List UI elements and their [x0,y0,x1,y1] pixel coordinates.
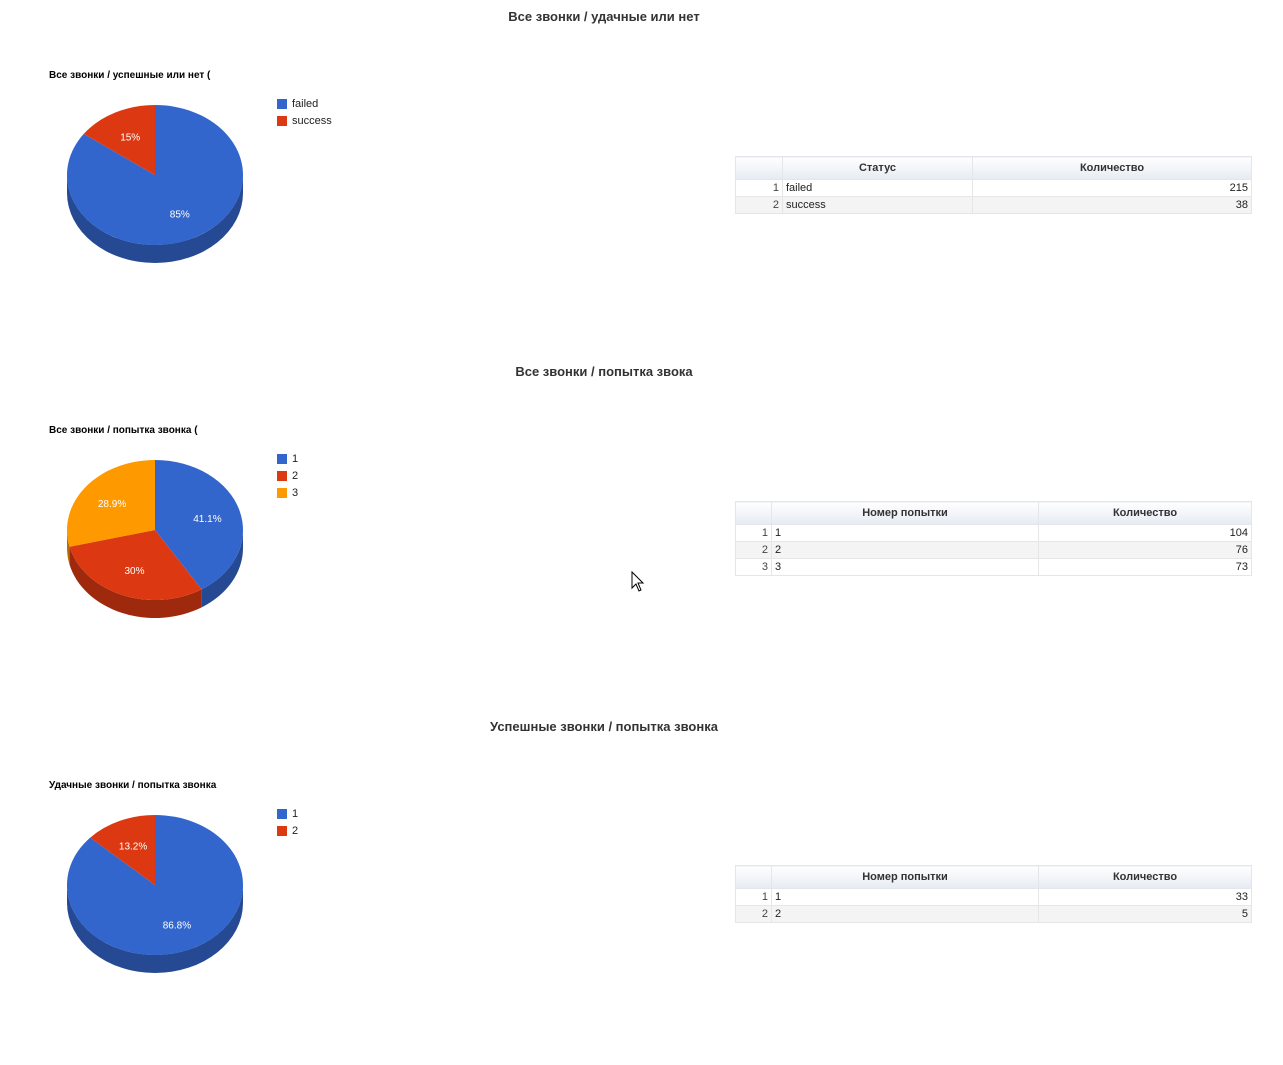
pie-slice-side [67,175,243,263]
pie-slice-label: 41.1% [193,514,221,525]
header-status[interactable]: Статус [782,156,973,180]
chart-title: Удачные звонки / попытка звонка [49,780,217,791]
table-row[interactable]: 2 success 38 [735,196,1252,214]
table-row[interactable]: 2 2 76 [735,541,1252,559]
pie-slice-side [201,530,243,608]
section-title: Все звонки / удачные или нет [508,9,700,24]
row-value: 73 [1038,558,1252,576]
legend-label: failed [292,98,319,110]
legend-swatch [277,116,287,126]
header-index [735,865,772,889]
row-value: 104 [1038,524,1252,542]
table-row[interactable]: 1 1 104 [735,524,1252,542]
row-label: 1 [771,888,1039,906]
row-index: 2 [735,196,783,214]
pie-slice[interactable] [155,460,244,590]
row-label: 2 [771,905,1039,923]
pie-slice[interactable] [67,815,243,955]
legend-swatch [277,99,287,109]
row-label: 3 [771,558,1039,576]
row-index: 1 [735,524,772,542]
header-index [735,501,772,525]
pie-chart[interactable]: 85% 15% [55,95,255,275]
pie-slice-side [67,530,70,565]
pie-slice-label: 15% [120,132,140,143]
pie-slice-label: 86.8% [163,921,191,932]
section-all-calls-attempt: Все звонки / попытка звока Все звонки / … [0,355,1283,710]
row-index: 3 [735,558,772,576]
section-success-calls-attempt: Успешные звонки / попытка звонка Удачные… [0,710,1283,1065]
section-title: Успешные звонки / попытка звонка [490,719,718,734]
row-label: success [782,196,973,214]
legend-label: 3 [292,487,299,499]
header-count[interactable]: Количество [972,156,1252,180]
legend-swatch [277,454,287,464]
legend-swatch [277,488,287,498]
row-label: 1 [771,524,1039,542]
pie-chart[interactable]: 86.8% 13.2% [55,805,255,985]
data-table: Статус Количество 1 failed 215 2 success… [735,156,1252,214]
legend-label: success [292,115,332,127]
pie-slice[interactable] [67,460,155,547]
row-value: 33 [1038,888,1252,906]
pie-slice[interactable] [90,815,155,885]
pie-slice-label: 85% [170,210,190,221]
row-label: 2 [771,541,1039,559]
row-index: 1 [735,179,783,197]
pie-slice-label: 30% [125,566,145,577]
chart-title: Все звонки / попытка звонка ( [49,425,198,436]
legend-label: 1 [292,808,299,820]
legend-label: 1 [292,453,299,465]
legend-swatch [277,471,287,481]
pie-slice-side [67,885,243,973]
pie-slice-side [69,546,202,618]
row-value: 38 [972,196,1252,214]
header-index [735,156,783,180]
legend-label: 2 [292,825,299,837]
pie-slice-label: 28.9% [98,499,126,510]
table-row[interactable]: 1 1 33 [735,888,1252,906]
mouse-cursor-icon [631,571,645,592]
pie-slice[interactable] [83,105,155,175]
data-table: Номер попытки Количество 1 1 104 2 2 76 … [735,501,1252,576]
data-table: Номер попытки Количество 1 1 33 2 2 5 [735,865,1252,923]
legend-label: 2 [292,470,299,482]
row-index: 2 [735,905,772,923]
header-count[interactable]: Количество [1038,501,1252,525]
pie-slice[interactable] [67,105,243,245]
row-label: failed [782,179,973,197]
row-index: 2 [735,541,772,559]
pie-slice[interactable] [69,530,202,600]
table-row[interactable]: 2 2 5 [735,905,1252,923]
section-all-calls-success: Все звонки / удачные или нет Все звонки … [0,0,1283,355]
legend-swatch [277,809,287,819]
section-title: Все звонки / попытка звока [515,364,693,379]
row-value: 5 [1038,905,1252,923]
pie-chart[interactable]: 41.1% 30% 28.9% [55,450,255,630]
table-row[interactable]: 3 3 73 [735,558,1252,576]
chart-title: Все звонки / успешные или нет ( [49,70,211,81]
row-value: 215 [972,179,1252,197]
header-attempt[interactable]: Номер попытки [771,865,1039,889]
row-index: 1 [735,888,772,906]
header-count[interactable]: Количество [1038,865,1252,889]
row-value: 76 [1038,541,1252,559]
header-attempt[interactable]: Номер попытки [771,501,1039,525]
pie-slice-label: 13.2% [119,841,147,852]
table-row[interactable]: 1 failed 215 [735,179,1252,197]
legend-swatch [277,826,287,836]
